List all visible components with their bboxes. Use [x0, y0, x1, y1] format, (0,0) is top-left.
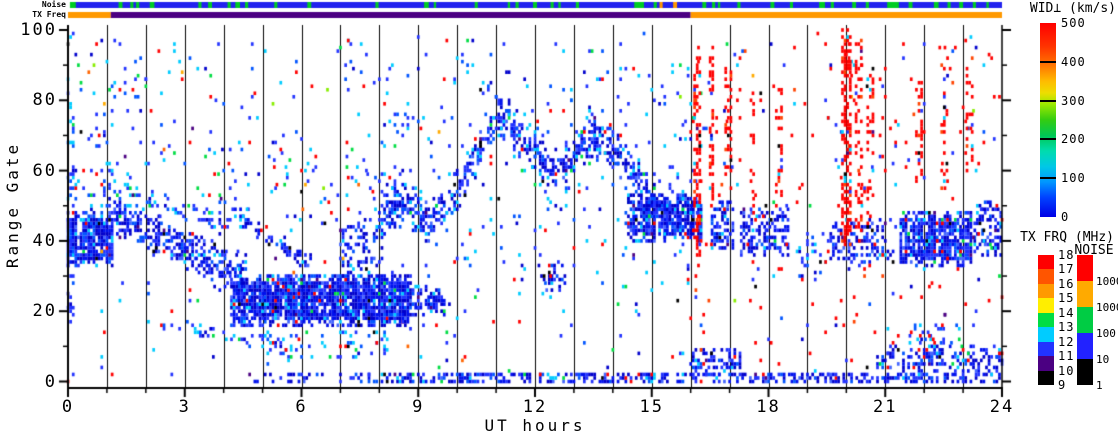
- x-tick-label-15: 15: [639, 397, 664, 417]
- txfrq-scale-label-9: 9: [1058, 378, 1067, 392]
- txfrq-scale-label-11: 11: [1058, 349, 1075, 364]
- x-tick-label-6: 6: [295, 397, 308, 417]
- x-tick-label-24: 24: [989, 397, 1015, 417]
- noise-colorbar-segment-0: [1077, 255, 1093, 281]
- x-tick-label-21: 21: [873, 397, 898, 417]
- txfrq-colorbar-segment-3: [1038, 298, 1054, 313]
- x-tick-label-3: 3: [178, 397, 191, 417]
- wid-colorbar-tick-200: [1040, 138, 1056, 141]
- txfrq-scale-label-15: 15: [1058, 291, 1075, 306]
- wid-colorbar-tick-300: [1040, 99, 1056, 102]
- x-tick-label-0: 0: [61, 397, 75, 417]
- wid-colorbar-tick-400: [1040, 60, 1056, 63]
- txfrq-scale-label-10: 10: [1058, 363, 1075, 378]
- txfrq-colorbar-title: TX FRQ (MHz): [1020, 230, 1114, 245]
- wid-colorbar-title: WID⊥ (km/s): [1029, 1, 1116, 16]
- y-axis-title: Range Gate: [3, 141, 22, 269]
- noise-colorbar-segment-3: [1077, 333, 1093, 359]
- wid-scale-label-100: 100: [1061, 171, 1086, 186]
- txfrq-colorbar-segment-1: [1038, 269, 1054, 284]
- y-tick-label-80: 80: [32, 90, 57, 111]
- wid-scale-label-500: 500: [1061, 16, 1086, 30]
- y-tick-label-40: 40: [32, 230, 57, 251]
- wid-scale-label-300: 300: [1061, 93, 1086, 108]
- noise-scale-label-10: 10: [1096, 353, 1110, 366]
- x-tick-label-18: 18: [756, 397, 781, 417]
- noise-scale-label-100: 100: [1096, 327, 1116, 340]
- noise-scale-label-1: 1: [1096, 379, 1103, 392]
- noise-colorbar-segment-4: [1077, 359, 1093, 385]
- txfrq-colorbar: [1038, 255, 1054, 385]
- wid-scale-label-0: 0: [1061, 210, 1070, 224]
- wid-scale-label-200: 200: [1061, 132, 1086, 147]
- noise-colorbar: [1077, 255, 1093, 385]
- txfrq-scale-label-14: 14: [1058, 305, 1075, 320]
- noise-colorbar-segment-1: [1077, 281, 1093, 307]
- txfrq-colorbar-segment-4: [1038, 312, 1054, 328]
- txfrq-colorbar-segment-6: [1038, 341, 1054, 357]
- noise-colorbar-segment-2: [1077, 307, 1093, 333]
- txfrq-scale-label-18: 18: [1058, 248, 1075, 262]
- txfrq-colorbar-segment-7: [1038, 356, 1054, 371]
- y-tick-label-20: 20: [32, 301, 57, 322]
- wid-colorbar: [1040, 23, 1056, 217]
- txfrq-colorbar-segment-5: [1038, 327, 1054, 342]
- noise-strip-label: Noise: [41, 0, 66, 9]
- y-tick-label-0: 0: [44, 371, 57, 392]
- txfrq-scale-label-17: 17: [1058, 262, 1075, 277]
- x-tick-label-12: 12: [522, 397, 548, 417]
- wid-scale-label-400: 400: [1061, 54, 1086, 69]
- y-tick-label-100: 100: [20, 20, 57, 40]
- x-axis-title: UT hours: [484, 416, 586, 435]
- x-tick-label-9: 9: [412, 397, 425, 417]
- txfrq-scale-label-12: 12: [1058, 334, 1075, 349]
- noise-colorbar-title: NOISE: [1074, 243, 1114, 258]
- y-tick-label-60: 60: [32, 160, 57, 181]
- txfrq-scale-label-16: 16: [1058, 276, 1075, 291]
- wid-colorbar-tick-100: [1040, 177, 1056, 180]
- txfrq-colorbar-segment-2: [1038, 283, 1054, 299]
- txfrq-scale-label-13: 13: [1058, 320, 1075, 335]
- noise-scale-label-10000: 10000: [1096, 275, 1118, 288]
- txfreq-strip-label: TX Freq: [32, 10, 66, 19]
- txfrq-colorbar-segment-8: [1038, 370, 1054, 385]
- txfrq-colorbar-segment-0: [1038, 255, 1054, 270]
